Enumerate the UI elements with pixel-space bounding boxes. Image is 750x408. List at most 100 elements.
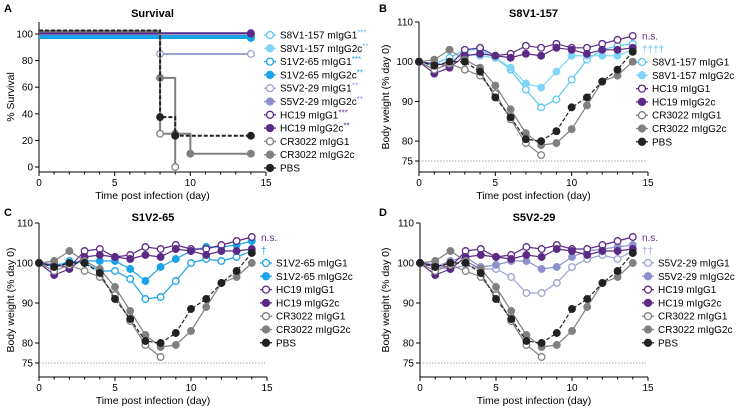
data-point <box>537 265 546 273</box>
legend-entry: HC19 mIgG2c <box>652 97 715 108</box>
panel-b: B S8V1-157 0 5 10 15 75 80 90 100 110 Time post inf… <box>379 3 734 202</box>
legend-label: PBS <box>280 164 300 175</box>
data-point <box>446 259 455 267</box>
data-point <box>186 149 195 158</box>
data-point <box>537 103 546 112</box>
data-point <box>156 113 165 122</box>
data-point <box>171 341 180 349</box>
data-point <box>522 289 531 297</box>
y-tick-label: 110 <box>398 219 414 230</box>
data-point <box>506 113 515 122</box>
y-tick-label: 80 <box>22 339 34 350</box>
series-line <box>39 29 251 137</box>
data-point <box>415 57 423 66</box>
legend-entry: S8V1-157 mIgG2c** <box>280 42 369 55</box>
data-point <box>141 295 150 303</box>
data-point <box>232 237 241 245</box>
legend-entry: CR3022 mIgG1 <box>652 111 722 122</box>
series-hc19-migg2c <box>35 245 256 279</box>
data-point <box>476 251 485 259</box>
data-point <box>171 255 180 263</box>
data-point <box>492 295 500 303</box>
data-point <box>598 45 607 54</box>
series-pbs <box>416 249 637 347</box>
data-point <box>461 267 470 275</box>
legend-marker <box>261 298 271 308</box>
data-point <box>416 259 424 267</box>
y-tick-label: 80 <box>402 137 414 148</box>
data-point <box>522 251 531 259</box>
legend-marker <box>265 163 275 173</box>
data-point <box>111 283 119 291</box>
y-axis-label: Body weight (% day 0) <box>380 247 392 352</box>
legend-entry: HC19 mIgG1*** <box>280 108 348 121</box>
x-tick-label: 5 <box>112 383 118 394</box>
legend-marker <box>265 57 275 66</box>
x-tick-label: 10 <box>185 383 197 394</box>
data-point <box>568 327 576 335</box>
legend-marker <box>261 272 271 281</box>
data-point <box>156 263 165 271</box>
data-point <box>111 295 119 303</box>
legend-entry: S1V2-65 mIgG2c** <box>280 68 363 81</box>
y-tick-label: 20 <box>22 136 34 147</box>
data-point <box>491 51 500 60</box>
x-tick-label: 0 <box>417 383 423 394</box>
legend-marker <box>261 312 271 321</box>
y-tick-label: 110 <box>397 18 413 29</box>
legend-entry: S8V1-157 mIgG1 <box>652 58 730 69</box>
data-point <box>521 79 530 88</box>
data-point <box>171 245 180 253</box>
data-point <box>613 237 622 245</box>
legend-label: S1V2-65 mIgG2c <box>280 70 357 81</box>
data-point <box>445 57 454 66</box>
y-tick-label: 40 <box>22 109 34 120</box>
data-point <box>217 247 226 255</box>
data-point <box>613 35 622 44</box>
y-axis-label: Body weight (% day 0) <box>5 247 17 352</box>
data-point <box>506 105 515 114</box>
data-point <box>552 329 561 337</box>
data-point <box>522 243 531 251</box>
chart-title: S5V2-29 <box>513 212 556 224</box>
data-point <box>521 135 530 144</box>
data-point <box>613 65 622 74</box>
legend-marker <box>265 70 275 80</box>
data-point <box>507 315 516 323</box>
data-point <box>141 243 150 251</box>
data-point <box>141 337 150 345</box>
data-point <box>65 259 74 267</box>
legend-label: HC19 mIgG2c <box>658 298 721 309</box>
data-point <box>552 67 561 76</box>
data-point <box>126 275 135 283</box>
data-point <box>156 293 165 301</box>
data-point <box>613 267 622 275</box>
panel-label: D <box>379 207 387 219</box>
legend-entry: CR3022 mIgG1 <box>280 137 350 148</box>
legend-label: CR3022 mIgG2c <box>652 124 726 135</box>
legend-entry: S5V2-29 mIgG2c** <box>280 95 363 108</box>
data-point <box>537 245 546 253</box>
chart-title: S1V2-65 <box>132 212 175 224</box>
legend-label: S5V2-29 mIgG1 <box>280 84 352 95</box>
x-tick-label: 15 <box>261 383 273 394</box>
data-point <box>537 289 546 297</box>
y-tick-label: 100 <box>16 30 33 41</box>
x-tick-label: 5 <box>112 178 118 189</box>
legend-marker <box>261 285 271 294</box>
significance-stars: *** <box>352 55 361 64</box>
data-point <box>202 251 211 259</box>
legend-label: CR3022 mIgG2c <box>280 150 354 161</box>
data-point <box>476 269 485 277</box>
legend-entry: S1V2-65 mIgG1*** <box>280 55 361 68</box>
legend-marker <box>637 57 647 67</box>
legend-entry: S5V2-29 mIgG1 <box>658 259 730 270</box>
data-point <box>628 57 637 66</box>
x-tick-label: 10 <box>185 178 197 189</box>
data-point <box>187 259 195 267</box>
legend-label: S5V2-29 mIgG2c <box>280 97 357 108</box>
legend-label: S1V2-65 mIgG1 <box>280 57 352 68</box>
legend-entry: HC19 mIgG2c <box>276 298 339 309</box>
data-point <box>430 61 439 70</box>
legend-entry: PBS <box>652 137 672 148</box>
